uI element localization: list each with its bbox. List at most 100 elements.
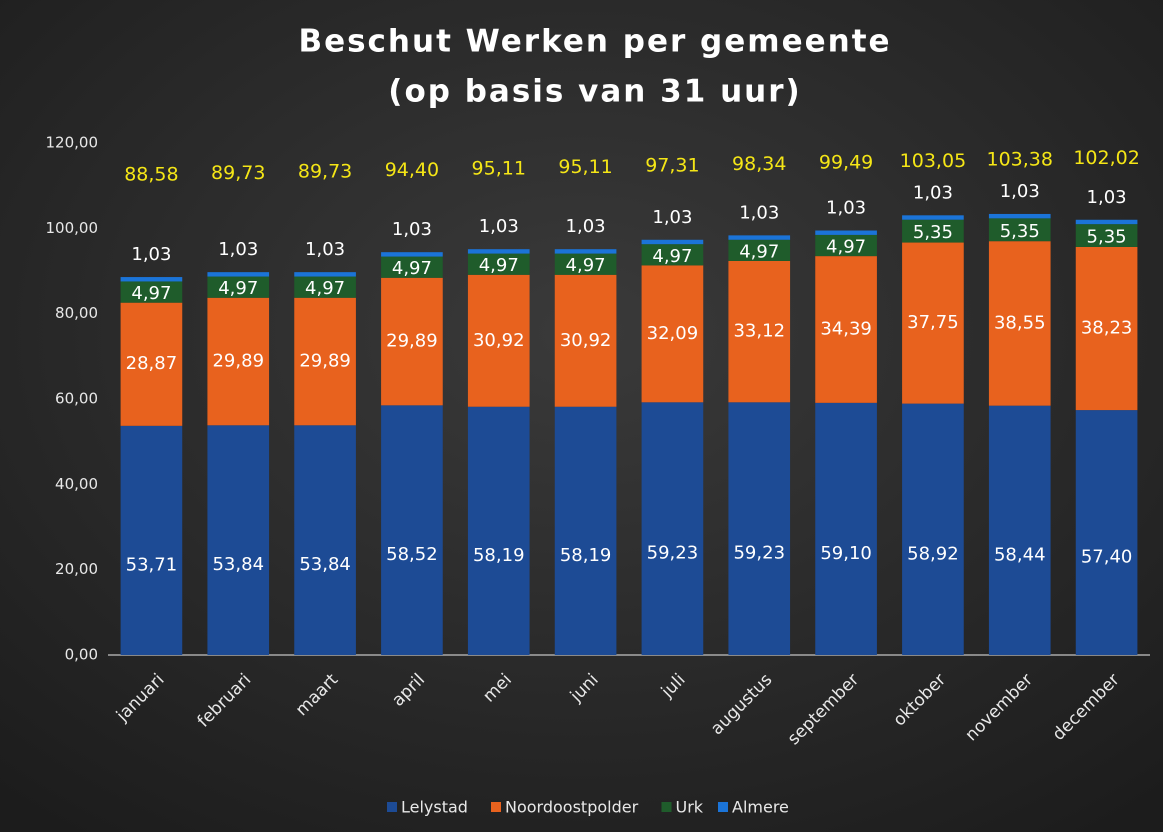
total-label: 94,40 [385, 159, 439, 181]
bar-segment [1075, 224, 1138, 247]
data-label: 1,03 [392, 219, 432, 240]
legend-label: Urk [676, 798, 704, 817]
data-label: 29,89 [212, 351, 264, 372]
data-label: 1,03 [131, 244, 171, 265]
legend-swatch [718, 802, 728, 812]
total-label: 103,38 [987, 149, 1053, 171]
bar-segment [554, 274, 617, 407]
data-label: 4,97 [392, 258, 432, 279]
data-label: 4,97 [739, 241, 779, 262]
bar-segment [641, 239, 704, 245]
bar-segment [641, 244, 704, 266]
data-label: 1,03 [652, 207, 692, 228]
bar-segment [988, 213, 1051, 219]
legend-label: Almere [732, 798, 789, 817]
data-label: 58,52 [386, 544, 438, 565]
data-label: 4,97 [566, 255, 606, 276]
bar-segment [467, 274, 530, 407]
bar-segment [902, 219, 964, 243]
data-label: 30,92 [560, 330, 612, 351]
data-label: 38,55 [994, 312, 1046, 333]
data-label: 58,19 [560, 545, 612, 566]
data-label: 4,97 [218, 278, 258, 299]
bar-segment [381, 252, 443, 257]
bar-segment [294, 297, 356, 426]
chart-title: (op basis van 31 uur) [388, 74, 801, 110]
total-label: 95,11 [472, 158, 526, 180]
bar-segment [902, 242, 964, 404]
bar-segment [728, 260, 791, 403]
data-label: 1,03 [1087, 187, 1127, 208]
data-label: 38,23 [1081, 318, 1133, 339]
data-label: 4,97 [652, 246, 692, 267]
total-label: 99,49 [819, 152, 873, 174]
bar-segment [554, 406, 617, 655]
legend-label: Lelystad [401, 798, 468, 817]
bar-segment [467, 406, 530, 655]
total-label: 89,73 [211, 162, 265, 184]
y-tick-label: 0,00 [65, 646, 98, 664]
bar-segment [120, 281, 183, 303]
data-label: 1,03 [566, 216, 606, 237]
y-tick-label: 60,00 [55, 390, 98, 408]
data-label: 1,03 [913, 182, 953, 203]
total-label: 103,05 [900, 150, 966, 172]
bar-segment [902, 215, 964, 220]
bar-segment [467, 253, 530, 275]
data-label: 4,97 [131, 283, 171, 304]
data-label: 5,35 [1000, 221, 1040, 242]
data-label: 4,97 [479, 255, 519, 276]
data-label: 37,75 [907, 312, 959, 333]
bar-segment [381, 256, 443, 278]
bar-segment [120, 425, 183, 655]
data-label: 53,84 [212, 554, 264, 575]
bar-segment [728, 235, 791, 240]
bar-segment [294, 276, 356, 298]
legend-swatch [661, 802, 672, 812]
bar-segment [988, 241, 1051, 406]
bar-segment [728, 239, 791, 261]
data-label: 59,23 [647, 543, 699, 564]
total-label: 98,34 [732, 153, 786, 175]
data-label: 58,92 [907, 543, 959, 564]
data-label: 59,23 [733, 543, 785, 564]
bar-segment [120, 277, 183, 282]
data-label: 1,03 [826, 198, 866, 219]
y-tick-label: 100,00 [46, 219, 99, 237]
data-label: 28,87 [126, 353, 178, 374]
data-label: 5,35 [913, 222, 953, 243]
y-tick-label: 20,00 [55, 560, 98, 578]
bar-segment [988, 405, 1051, 655]
total-label: 95,11 [558, 156, 612, 178]
bar-segment [728, 402, 791, 655]
bar-segment [1075, 410, 1138, 655]
legend-swatch [491, 802, 501, 812]
data-label: 29,89 [299, 351, 351, 372]
bar-segment [641, 402, 704, 655]
bar-segment [207, 425, 270, 655]
data-label: 4,97 [305, 278, 345, 299]
data-label: 53,84 [299, 554, 351, 575]
data-label: 29,89 [386, 331, 438, 352]
data-label: 4,97 [826, 237, 866, 258]
total-label: 97,31 [645, 155, 699, 177]
data-label: 32,09 [647, 323, 699, 344]
data-label: 34,39 [820, 318, 872, 339]
data-label: 1,03 [739, 202, 779, 223]
bar-segment [207, 276, 270, 298]
bar-segment [554, 249, 617, 254]
bar-segment [815, 230, 877, 235]
bar-segment [815, 256, 877, 403]
bar-segment [381, 405, 443, 655]
bar-segment [294, 272, 356, 277]
bar-segment [207, 272, 270, 277]
bar-segment [120, 302, 183, 426]
y-tick-label: 80,00 [55, 304, 98, 322]
total-label: 89,73 [298, 161, 352, 183]
total-label: 88,58 [124, 164, 178, 186]
data-label: 58,19 [473, 545, 525, 566]
chart-title: Beschut Werken per gemeente [298, 24, 891, 60]
bar-segment [815, 234, 877, 257]
bar-segment [381, 277, 443, 406]
bar-segment [902, 403, 964, 655]
